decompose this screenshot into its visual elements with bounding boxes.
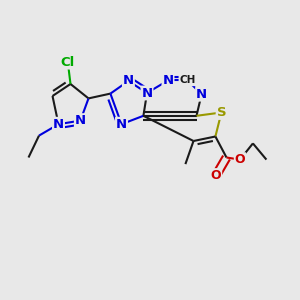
- Text: Cl: Cl: [61, 56, 75, 69]
- Text: CH: CH: [179, 75, 196, 85]
- Text: N: N: [116, 118, 127, 131]
- Text: N: N: [196, 88, 207, 101]
- Text: S: S: [217, 106, 226, 119]
- Text: N: N: [141, 86, 153, 100]
- Text: O: O: [211, 169, 221, 182]
- Text: N: N: [75, 114, 86, 127]
- Text: N: N: [53, 118, 64, 131]
- Text: O: O: [235, 153, 245, 166]
- Text: N: N: [162, 74, 174, 87]
- Text: N: N: [123, 74, 134, 88]
